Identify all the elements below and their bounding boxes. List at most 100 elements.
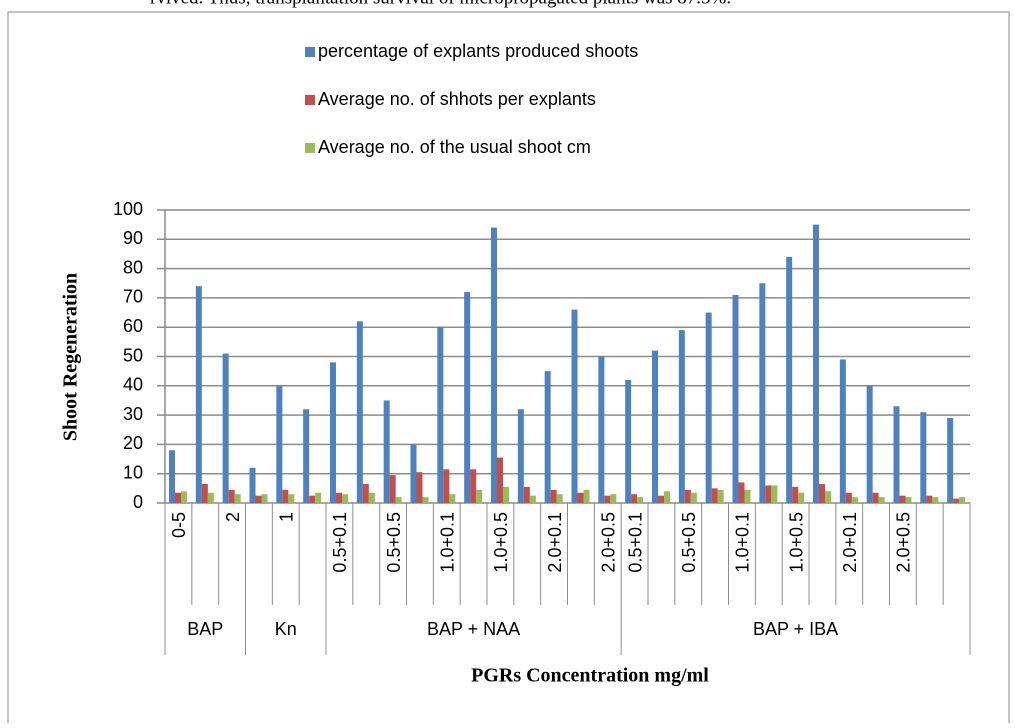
y-tick-label: 40 (123, 375, 143, 395)
bar (759, 283, 766, 503)
x-tick-label: 1.0+0.1 (733, 512, 753, 573)
bar (523, 486, 530, 503)
bar (556, 494, 563, 503)
y-tick-label: 30 (123, 404, 143, 424)
bar (878, 497, 885, 503)
bar (491, 227, 497, 503)
bar (839, 359, 846, 503)
bar (207, 492, 214, 503)
y-axis-title: Shoot Regeneration (60, 273, 82, 441)
legend-label: percentage of explants produced shoots (318, 41, 638, 61)
bar (872, 492, 879, 503)
bar (959, 497, 966, 503)
bar (637, 497, 644, 503)
bar (410, 444, 417, 503)
bar (395, 497, 402, 503)
x-axis-title: PGRs Concentration mg/ml (471, 665, 709, 687)
bar (819, 483, 825, 503)
bar (181, 491, 187, 503)
x-tick-label: 0.5+0.5 (384, 512, 404, 573)
bar (899, 495, 906, 503)
bar (678, 330, 685, 503)
bar (470, 469, 477, 503)
bar (947, 418, 954, 503)
bar (261, 494, 268, 503)
bar (920, 412, 927, 503)
bar (175, 492, 181, 503)
bar (851, 497, 858, 503)
bar (309, 495, 316, 503)
x-tick-label: 0.5+0.1 (625, 512, 645, 573)
bar (658, 495, 664, 503)
bar (705, 312, 712, 503)
bar (315, 492, 322, 503)
bar (356, 321, 363, 503)
bar (169, 450, 175, 503)
bar (631, 494, 638, 503)
bar (652, 350, 658, 503)
bar (228, 489, 235, 503)
bar (234, 494, 241, 503)
bar (845, 492, 852, 503)
x-tick-label: 0.5+0.1 (330, 512, 350, 573)
bar (389, 475, 396, 503)
bar (583, 489, 590, 503)
x-tick-label: 2.0+0.1 (840, 512, 860, 573)
group-label: Kn (275, 619, 297, 639)
bar (744, 489, 751, 503)
bar (932, 497, 939, 503)
y-tick-label: 60 (123, 316, 143, 336)
bar (711, 488, 718, 503)
bar (738, 482, 745, 503)
bar (866, 385, 873, 503)
bar (610, 494, 617, 503)
x-tick-label: 2.0+0.5 (599, 512, 619, 573)
bar (464, 292, 471, 503)
bar (893, 406, 900, 503)
group-label: BAP + NAA (427, 619, 520, 639)
bar (577, 492, 584, 503)
legend-label: Average no. of shhots per explants (318, 89, 596, 109)
chart-frame (7, 11, 1010, 725)
y-tick-label: 100 (113, 199, 143, 219)
x-tick-label: 2.0+0.5 (894, 512, 914, 573)
bar (416, 472, 423, 503)
bar (342, 494, 348, 503)
bar (786, 256, 793, 503)
bar (330, 362, 336, 503)
bar (449, 494, 456, 503)
bar (517, 409, 524, 503)
bar (383, 400, 390, 503)
bar (684, 489, 691, 503)
bar (625, 379, 632, 503)
bar (476, 489, 483, 503)
bar (765, 485, 772, 503)
bar (792, 486, 799, 503)
bar (825, 491, 831, 503)
bar (288, 494, 295, 503)
bar (422, 497, 429, 503)
bar (443, 469, 450, 503)
x-tick-label: 0.5+0.5 (679, 512, 699, 573)
x-tick-label: 1.0+0.5 (786, 512, 806, 573)
bar (732, 294, 739, 503)
bar (529, 495, 536, 503)
bar (771, 485, 778, 503)
bar (362, 483, 369, 503)
bar (926, 495, 933, 503)
bar (336, 492, 342, 503)
legend-swatch (305, 143, 315, 153)
bar (664, 491, 670, 503)
bar (368, 492, 375, 503)
bar (690, 492, 697, 503)
y-tick-label: 80 (123, 257, 143, 277)
x-tick-label: 2 (223, 512, 243, 522)
bar (303, 409, 310, 503)
bar (798, 492, 805, 503)
bar (276, 385, 283, 503)
bar (497, 457, 503, 503)
bar (953, 498, 960, 503)
y-tick-label: 0 (133, 492, 143, 512)
x-tick-label: 1 (277, 512, 297, 522)
